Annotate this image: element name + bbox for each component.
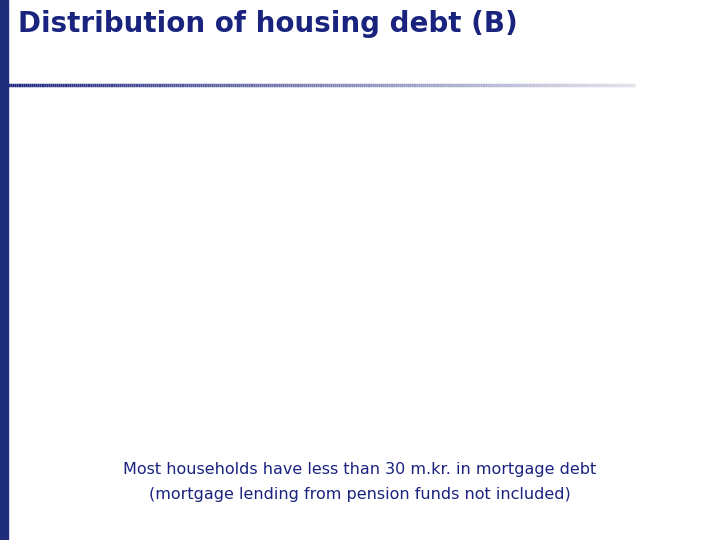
Bar [0, 0, 8, 540]
Text: (mortgage lending from pension funds not included): (mortgage lending from pension funds not… [149, 487, 571, 502]
Text: Distribution of housing debt (B): Distribution of housing debt (B) [18, 10, 518, 38]
Text: Most households have less than 30 m.kr. in mortgage debt: Most households have less than 30 m.kr. … [123, 462, 597, 477]
